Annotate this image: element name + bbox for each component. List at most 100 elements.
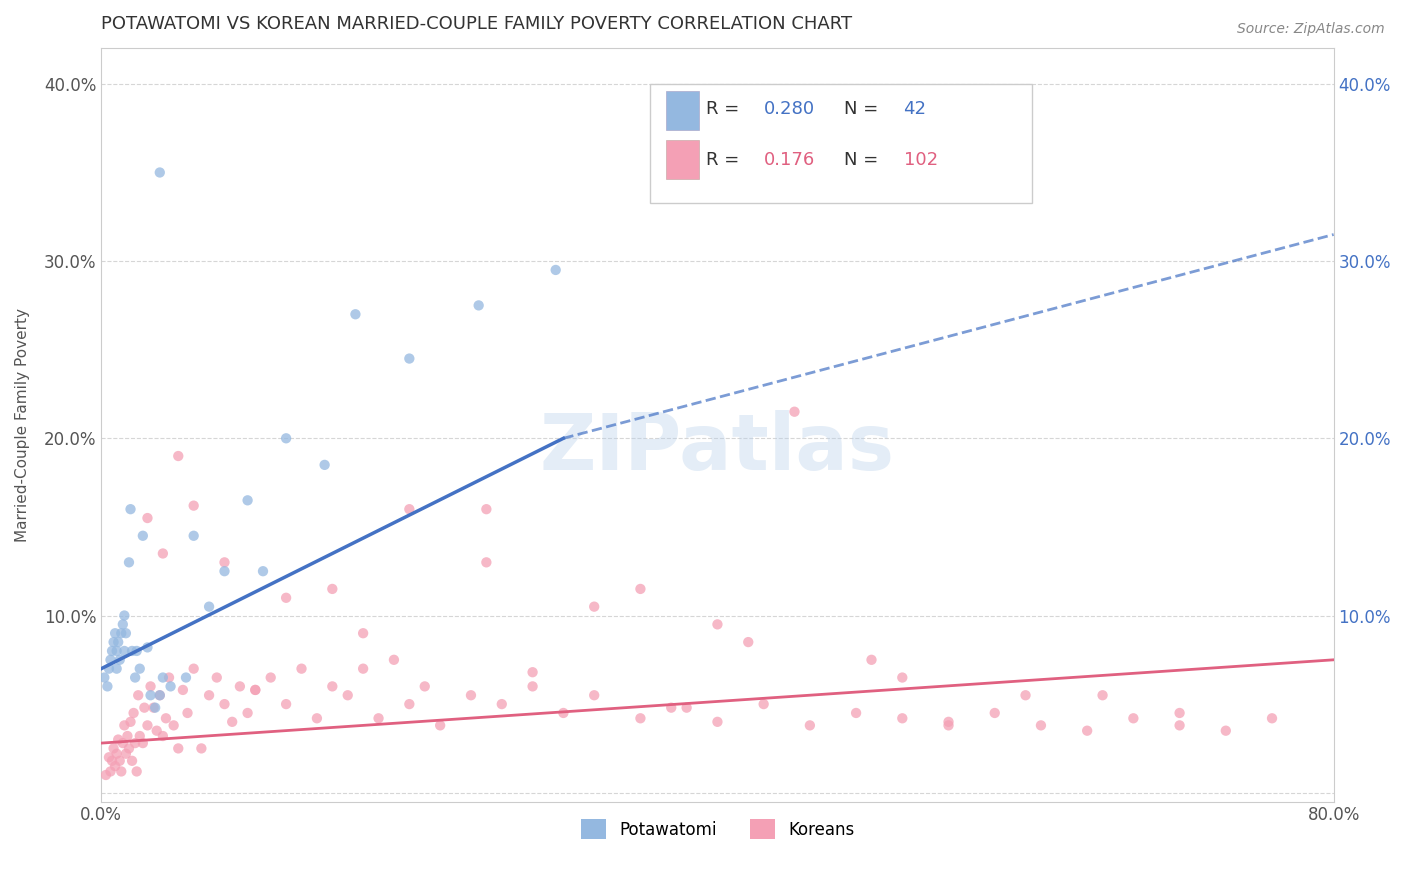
Point <box>260 671 283 685</box>
Point <box>221 714 243 729</box>
Point <box>132 529 155 543</box>
Point <box>205 671 228 685</box>
Point <box>398 697 420 711</box>
Point <box>118 741 141 756</box>
Point <box>706 617 728 632</box>
Point <box>139 688 162 702</box>
Point <box>891 671 914 685</box>
Point <box>159 679 181 693</box>
Point <box>136 511 159 525</box>
Point <box>352 626 374 640</box>
Point <box>107 732 129 747</box>
Point <box>167 449 190 463</box>
Point <box>145 723 167 738</box>
Point <box>274 591 297 605</box>
Text: Source: ZipAtlas.com: Source: ZipAtlas.com <box>1237 22 1385 37</box>
Point <box>352 662 374 676</box>
Point <box>190 741 212 756</box>
Point <box>460 688 482 702</box>
Text: 42: 42 <box>904 101 927 119</box>
Point <box>125 764 148 779</box>
Point <box>245 682 267 697</box>
Point <box>117 729 139 743</box>
Point <box>1168 706 1191 720</box>
Point <box>1091 688 1114 702</box>
Text: 0.280: 0.280 <box>765 101 815 119</box>
Point <box>938 718 960 732</box>
Point <box>96 679 118 693</box>
Point <box>110 626 132 640</box>
Point <box>136 640 159 655</box>
Point <box>149 688 172 702</box>
Text: POTAWATOMI VS KOREAN MARRIED-COUPLE FAMILY POVERTY CORRELATION CHART: POTAWATOMI VS KOREAN MARRIED-COUPLE FAMI… <box>101 15 852 33</box>
Point <box>475 502 498 516</box>
Point <box>132 736 155 750</box>
Point <box>522 679 544 693</box>
Point <box>97 662 120 676</box>
Text: R =: R = <box>706 151 740 169</box>
Point <box>274 431 297 445</box>
Point <box>675 700 697 714</box>
Point <box>938 714 960 729</box>
Point <box>183 529 205 543</box>
Point <box>172 682 194 697</box>
Point <box>522 665 544 680</box>
Point <box>274 697 297 711</box>
Point <box>176 706 198 720</box>
Point <box>1122 711 1144 725</box>
Point <box>305 711 328 725</box>
FancyBboxPatch shape <box>650 84 1032 202</box>
Point <box>100 764 122 779</box>
Point <box>139 679 162 693</box>
Point <box>290 662 312 676</box>
Text: 102: 102 <box>904 151 938 169</box>
Legend: Potawatomi, Koreans: Potawatomi, Koreans <box>574 813 860 846</box>
Point <box>706 714 728 729</box>
Point <box>103 635 125 649</box>
Point <box>149 165 172 179</box>
Point <box>108 754 131 768</box>
Point <box>103 741 125 756</box>
Point <box>105 662 128 676</box>
Point <box>167 741 190 756</box>
Point <box>783 405 806 419</box>
Point <box>120 714 142 729</box>
Point <box>105 747 128 761</box>
Point <box>983 706 1005 720</box>
Point <box>155 711 177 725</box>
Point <box>128 729 150 743</box>
Point <box>104 626 127 640</box>
Point <box>157 671 180 685</box>
FancyBboxPatch shape <box>665 140 699 179</box>
Point <box>752 697 775 711</box>
Y-axis label: Married-Couple Family Poverty: Married-Couple Family Poverty <box>15 308 30 542</box>
Point <box>245 682 267 697</box>
Point <box>149 688 172 702</box>
Point <box>93 671 115 685</box>
Point <box>115 626 138 640</box>
Point <box>429 718 451 732</box>
Point <box>467 298 489 312</box>
Text: R =: R = <box>706 101 740 119</box>
Point <box>737 635 759 649</box>
Point <box>101 644 124 658</box>
Point <box>491 697 513 711</box>
Point <box>125 644 148 658</box>
Point <box>398 351 420 366</box>
Point <box>321 582 343 596</box>
Point <box>413 679 436 693</box>
Point <box>124 736 146 750</box>
FancyBboxPatch shape <box>665 91 699 129</box>
Point <box>860 653 883 667</box>
Point <box>118 555 141 569</box>
Point <box>183 662 205 676</box>
Point <box>1261 711 1284 725</box>
Point <box>112 644 135 658</box>
Point <box>321 679 343 693</box>
Point <box>183 499 205 513</box>
Point <box>236 493 259 508</box>
Point <box>108 653 131 667</box>
Point <box>94 768 117 782</box>
Point <box>110 764 132 779</box>
Point <box>115 747 138 761</box>
